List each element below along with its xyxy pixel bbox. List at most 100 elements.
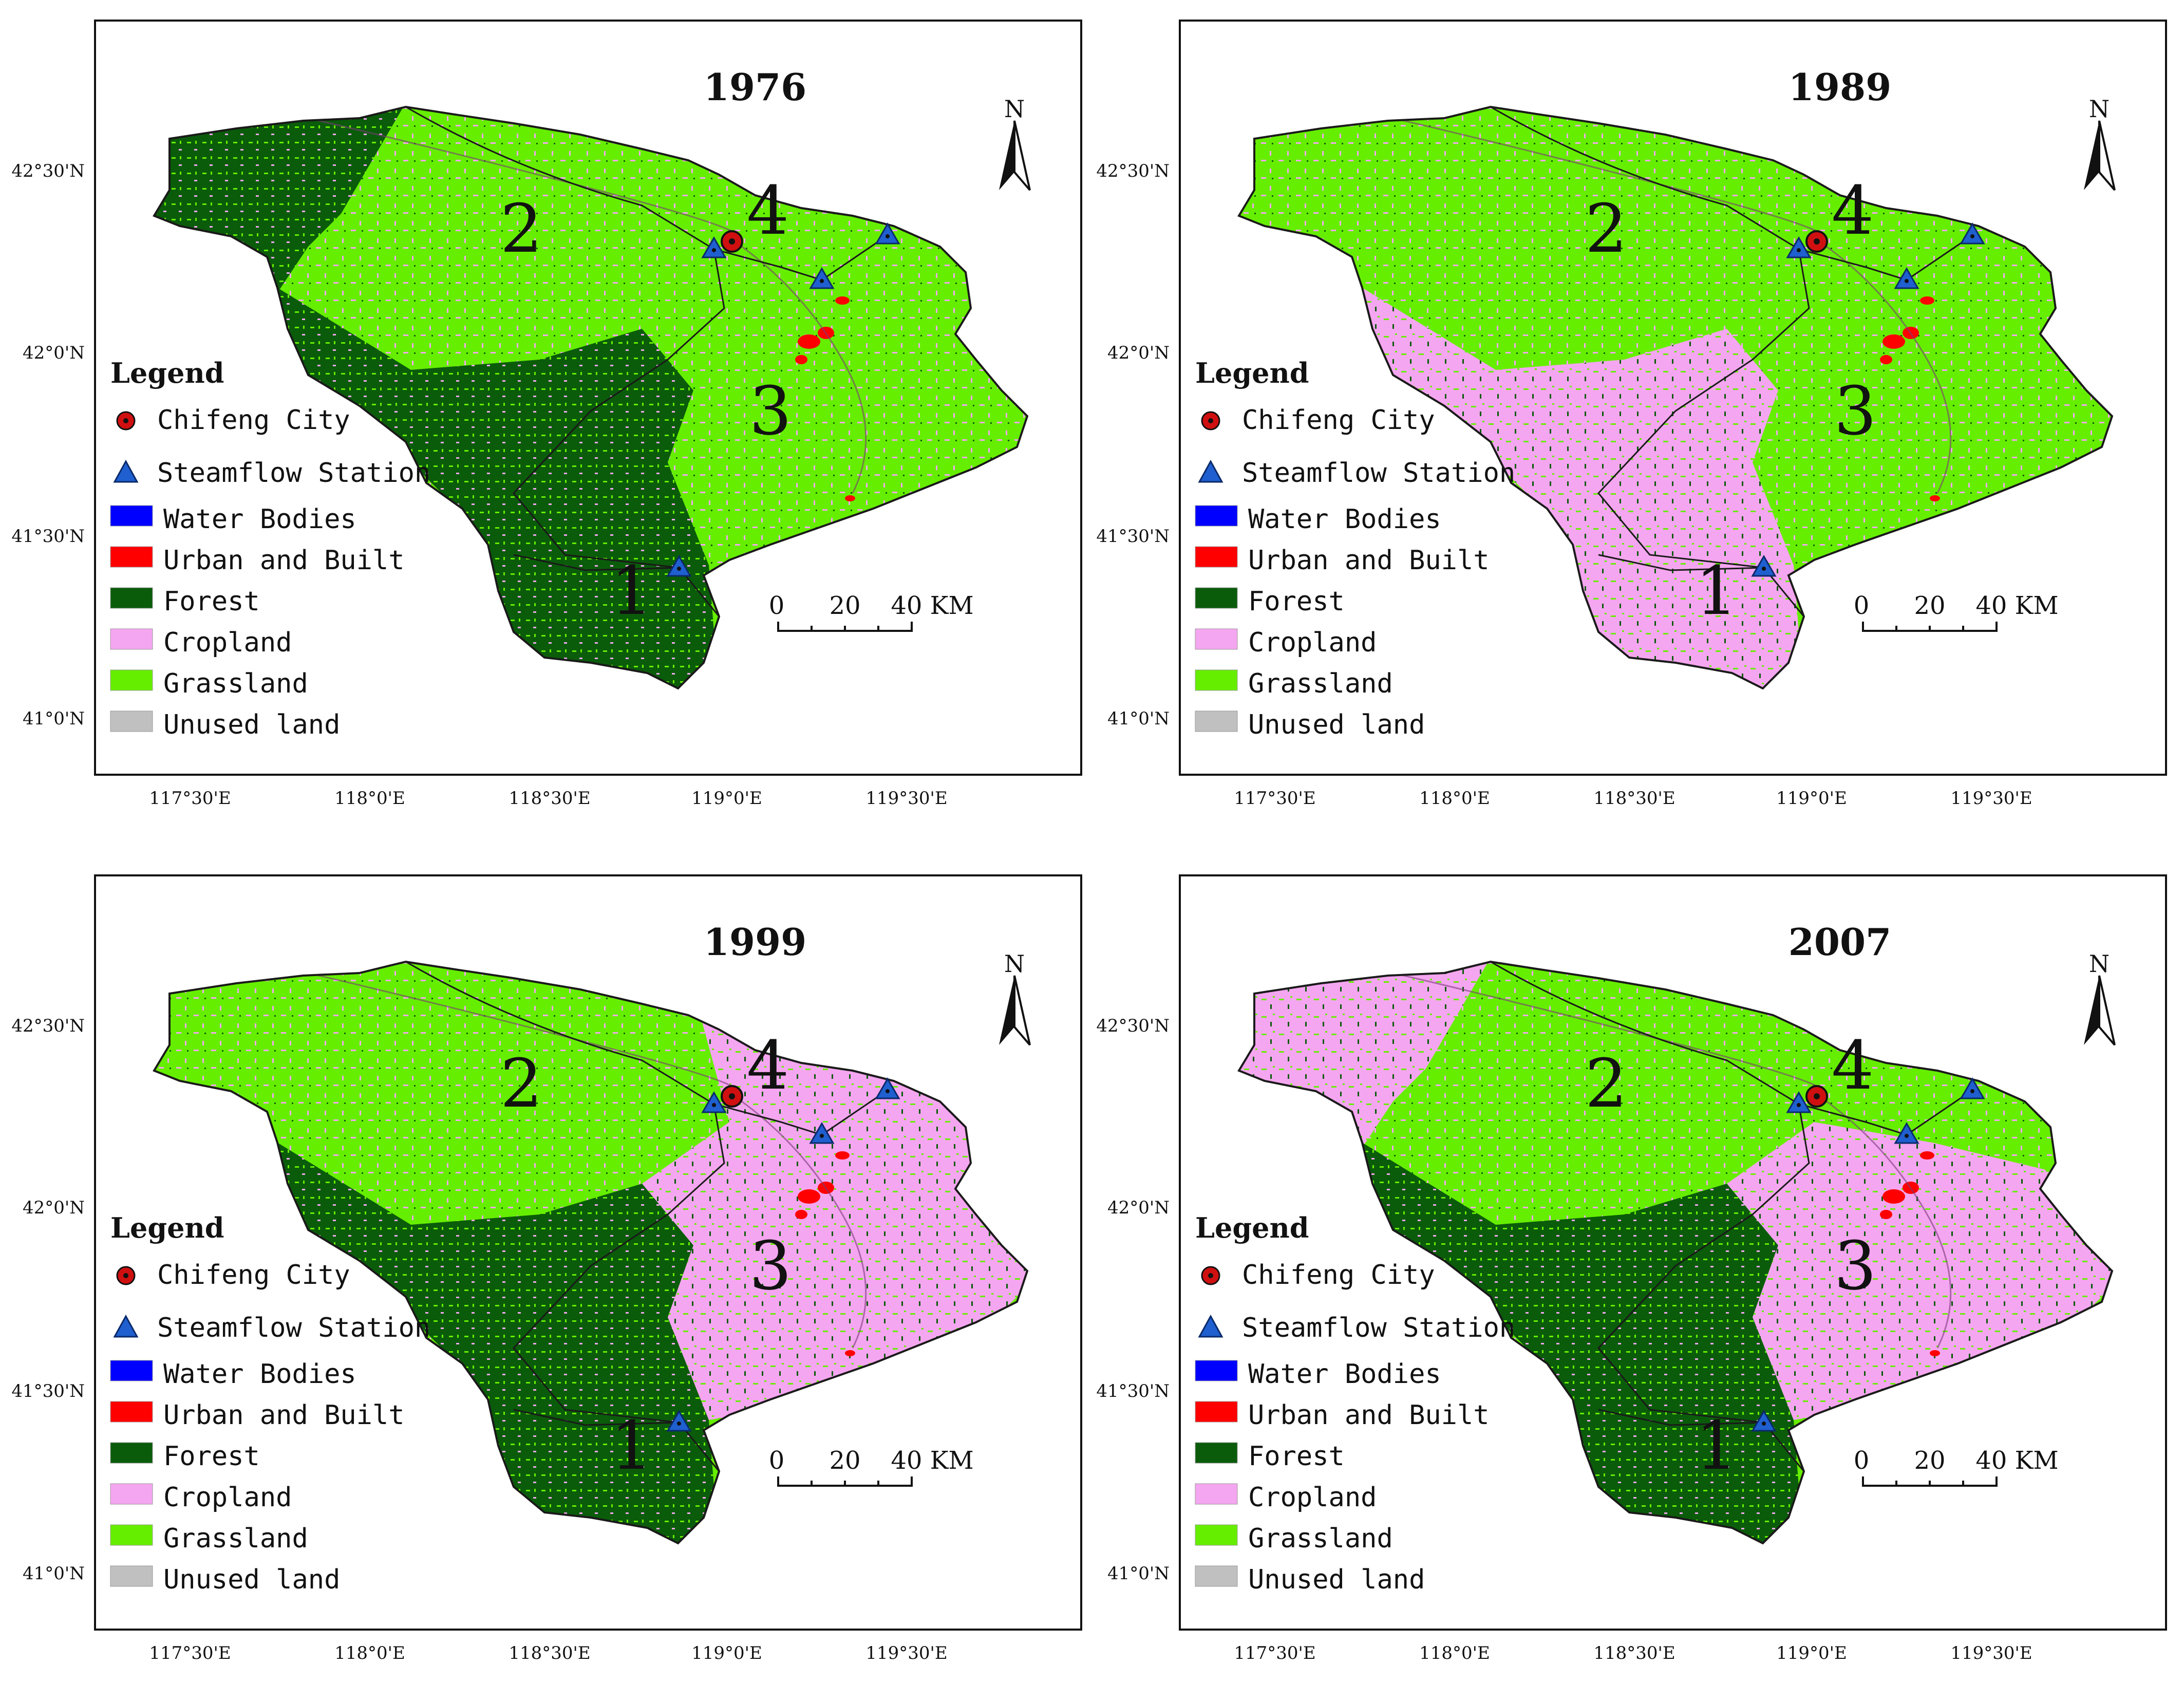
longitude-tick-label: 119°30'E xyxy=(1950,788,2032,809)
streamflow-station-icon xyxy=(701,236,727,258)
latitude-tick-label: 41°0'N xyxy=(1107,1563,1170,1584)
streamflow-station-icon xyxy=(666,1410,692,1432)
legend-swatch-unused xyxy=(1195,710,1238,732)
longitude-tick-label: 119°30'E xyxy=(865,788,947,809)
legend-title: Legend xyxy=(1195,1211,1309,1244)
north-arrow-icon: N xyxy=(2084,95,2116,191)
legend-swatch-forest xyxy=(1195,587,1238,609)
longitude-tick-label: 119°30'E xyxy=(865,1643,947,1663)
legend-item-label: Cropland xyxy=(1248,1482,1377,1513)
north-label: N xyxy=(1004,95,1025,123)
urban-patch xyxy=(1920,1151,1934,1160)
latitude-tick-label: 42°0'N xyxy=(1107,1198,1170,1218)
longitude-tick-label: 117°30'E xyxy=(149,788,231,809)
scale-bar: 0 20 40 KM xyxy=(1854,1446,2059,1487)
legend-item-label: Steamflow Station xyxy=(1242,458,1515,489)
streamflow-station-icon xyxy=(1960,222,1985,245)
legend-swatch-unused xyxy=(1195,1565,1238,1587)
subbasin-boundary xyxy=(405,106,725,569)
subbasin-boundary xyxy=(513,1409,720,1472)
urban-patch xyxy=(798,334,820,349)
longitude-tick-label: 118°0'E xyxy=(1419,788,1490,809)
subbasin-label-1: 1 xyxy=(611,552,653,630)
legend-title: Legend xyxy=(110,1211,224,1244)
latitude-tick-label: 41°30'N xyxy=(1096,526,1170,547)
legend-item-label: Forest xyxy=(1248,1441,1345,1472)
legend-item-label: Unused land xyxy=(1248,1564,1425,1595)
legend-swatch-forest xyxy=(1195,1442,1238,1464)
legend-item-label: Grassland xyxy=(163,1523,308,1554)
latitude-tick-label: 42°0'N xyxy=(23,1198,85,1218)
legend-item-label: Cropland xyxy=(163,1482,292,1513)
legend-item-label: Urban and Built xyxy=(163,545,405,576)
north-label: N xyxy=(1004,950,1025,978)
legend-swatch-cropland xyxy=(1195,1483,1238,1505)
legend-item-label: Steamflow Station xyxy=(157,458,430,489)
subbasin-label-1: 1 xyxy=(611,1407,653,1485)
scale-bar-label: 0 xyxy=(769,591,785,620)
scale-bar-label: 40 KM xyxy=(1975,1446,2058,1475)
streamflow-station-icon xyxy=(1751,1410,1777,1432)
legend-swatch-cropland xyxy=(110,1483,153,1505)
legend-item-label: Urban and Built xyxy=(1248,545,1490,576)
longitude-tick-label: 117°30'E xyxy=(1234,788,1315,809)
urban-patch xyxy=(1920,296,1934,305)
latitude-tick-label: 42°0'N xyxy=(1107,343,1170,363)
urban-patch xyxy=(1882,334,1905,349)
scale-bar-label: 20 xyxy=(1914,1446,1945,1475)
scale-bar-label: 0 xyxy=(769,1446,785,1475)
longitude-tick-label: 118°0'E xyxy=(334,788,405,809)
subbasin-label-2: 2 xyxy=(1585,190,1628,268)
scale-bar-label: 40 KM xyxy=(891,1446,973,1475)
legend-item-label: Water Bodies xyxy=(1248,504,1441,535)
latitude-tick-label: 42°30'N xyxy=(11,161,85,181)
urban-patch xyxy=(1930,1350,1940,1356)
zone-north xyxy=(1372,107,1814,370)
latitude-tick-label: 42°30'N xyxy=(1096,1016,1170,1036)
zone-north xyxy=(1372,962,1814,1225)
scale-bar: 0 20 40 KM xyxy=(1854,591,2059,632)
subbasin-boundary xyxy=(713,1089,888,1136)
legend-item-label: Steamflow Station xyxy=(1242,1313,1515,1343)
subbasin-boundary xyxy=(1598,1409,1805,1472)
longitude-tick-label: 118°30'E xyxy=(509,1643,590,1663)
north-label: N xyxy=(2089,95,2110,123)
latitude-tick-label: 41°30'N xyxy=(11,526,85,547)
longitude-tick-label: 119°0'E xyxy=(1776,788,1847,809)
streamflow-station-icon xyxy=(809,1122,835,1144)
subbasin-boundary xyxy=(1490,961,1810,1424)
longitude-tick-label: 119°0'E xyxy=(691,788,762,809)
legend-swatch-water xyxy=(110,505,153,527)
zone-north xyxy=(288,962,729,1225)
legend-swatch-grassland xyxy=(110,669,153,691)
legend-swatch-cropland xyxy=(1195,628,1238,650)
legend-title: Legend xyxy=(1195,357,1309,389)
subbasin-label-2: 2 xyxy=(500,190,543,268)
subbasin-label-3: 3 xyxy=(749,372,792,450)
subbasin-boundary xyxy=(1798,234,1973,281)
zone-nw xyxy=(1239,107,1496,308)
zone-sw xyxy=(1362,288,1804,688)
legend-swatch-urban xyxy=(1195,1401,1238,1423)
map-year-title: 2007 xyxy=(1788,920,1891,964)
streamflow-station-icon xyxy=(875,222,900,245)
subbasin-boundary xyxy=(1490,106,1810,569)
subbasin-boundary xyxy=(713,234,888,281)
urban-patch xyxy=(1930,495,1940,501)
legend-swatch-urban xyxy=(1195,546,1238,568)
map-year-title: 1976 xyxy=(704,65,806,109)
legend-item-label: Grassland xyxy=(1248,668,1393,699)
subbasin-label-1: 1 xyxy=(1696,1407,1738,1485)
map-panel-1976: 1 2 3 4 1976 N 0 20 40 KM Legend Chifeng City Steam… xyxy=(11,20,1082,809)
legend-item-label: Unused land xyxy=(163,1564,340,1595)
legend-item-label: Urban and Built xyxy=(1248,1400,1490,1431)
streamflow-station-icon xyxy=(809,267,835,289)
zone-sw xyxy=(277,288,719,688)
longitude-tick-label: 118°30'E xyxy=(1593,788,1675,809)
legend-swatch-grassland xyxy=(1195,1524,1238,1546)
longitude-tick-label: 118°0'E xyxy=(1419,1643,1490,1663)
subbasin-label-2: 2 xyxy=(1585,1044,1628,1123)
streamflow-station-icon xyxy=(1198,459,1223,483)
legend-item-label: Forest xyxy=(1248,586,1345,617)
scale-bar-label: 20 xyxy=(829,591,860,620)
